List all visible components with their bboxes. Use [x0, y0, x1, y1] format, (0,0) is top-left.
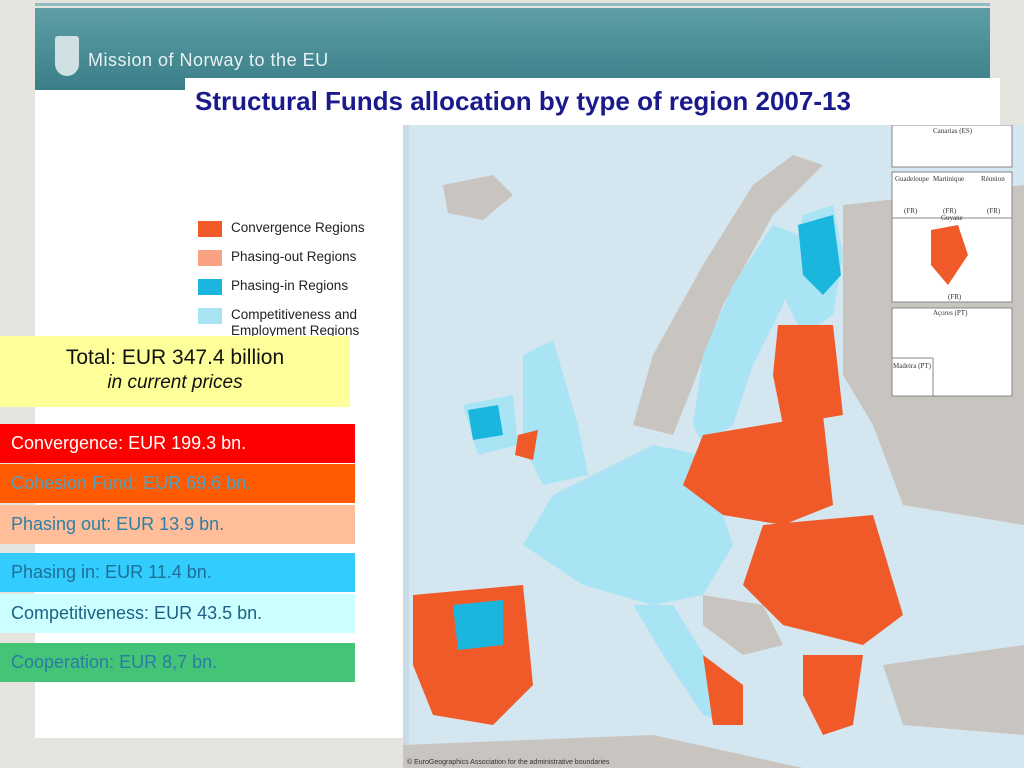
legend-swatch: [198, 221, 222, 237]
organization: Mission of Norway to the EU: [88, 50, 329, 70]
legend-label: Phasing-out Regions: [231, 249, 357, 264]
legend-swatch: [198, 279, 222, 295]
region-phasing-in: [798, 215, 841, 295]
region-convergence: [515, 430, 538, 460]
inset-label: (FR): [948, 293, 962, 301]
region-competitiveness: [633, 605, 733, 725]
region-convergence: [931, 225, 968, 285]
inset-label: Martinique: [933, 175, 964, 183]
header-rule: [35, 3, 990, 6]
inset: [891, 307, 1013, 397]
allocation-item: Phasing out: EUR 13.9 bn.: [0, 505, 355, 544]
header-band: [35, 8, 990, 90]
total-box: Total: EUR 347.4 billion in current pric…: [0, 336, 350, 407]
region-convergence: [703, 655, 743, 725]
legend: Convergence Regions Phasing-out Regions Ph…: [192, 213, 380, 338]
region-convergence: [683, 415, 833, 525]
slide-title: Structural Funds allocation by type of r…: [195, 86, 851, 116]
allocation-item: Phasing in: EUR 11.4 bn.: [0, 553, 355, 592]
legend-label: Phasing-in Regions: [231, 278, 349, 293]
map-credit: © EuroGeographics Association for the ad…: [407, 758, 610, 766]
legend-label: Convergence Regions: [231, 220, 365, 235]
inset-label: Açores (PT): [933, 309, 968, 317]
inset-label: Canarias (ES): [933, 127, 973, 135]
region-competitiveness: [523, 445, 733, 605]
inset-label: Guyane: [941, 214, 963, 222]
legend-swatch: [198, 250, 222, 266]
allocation-item: Competitiveness: EUR 43.5 bn.: [0, 594, 355, 633]
land: [883, 645, 1024, 735]
region-competitiveness: [693, 225, 798, 445]
land: [443, 175, 513, 220]
total-amount: Total: EUR 347.4 billion: [65, 346, 285, 369]
inset-label: Madeira (PT): [893, 362, 932, 370]
land: [703, 595, 783, 655]
inset-label: Guadeloupe: [895, 175, 929, 183]
inset: [891, 171, 1013, 219]
region-convergence: [803, 655, 863, 735]
allocation-item: Cohesion Fund: EUR 69.6 bn.: [0, 464, 355, 503]
inset-label: (FR): [904, 207, 918, 215]
inset: [891, 125, 1013, 168]
allocation-item: Cooperation: EUR 8,7 bn.: [0, 643, 355, 682]
land: [403, 735, 803, 768]
inset-label: (FR): [987, 207, 1001, 215]
inset-label: Réunion: [981, 175, 1005, 183]
total-note: in current prices: [107, 372, 243, 393]
legend-swatch: [198, 308, 222, 324]
region-convergence: [743, 515, 903, 645]
title-box: [185, 78, 1000, 125]
content-panel: [35, 90, 403, 738]
map: Canarias (ES) Guadeloupe Martinique Réunion…: [403, 125, 1024, 768]
region-phasing-in: [468, 405, 503, 440]
inset-label: (FR): [943, 207, 957, 215]
logo: [55, 36, 79, 76]
region-convergence: [773, 325, 843, 425]
region-competitiveness: [523, 340, 588, 485]
map-border: [403, 125, 409, 768]
allocation-item: Convergence: EUR 199.3 bn.: [0, 424, 355, 463]
land: [633, 155, 823, 435]
legend-label: Competitiveness and Employment Regions: [231, 307, 360, 338]
region-phasing-in: [453, 600, 503, 650]
